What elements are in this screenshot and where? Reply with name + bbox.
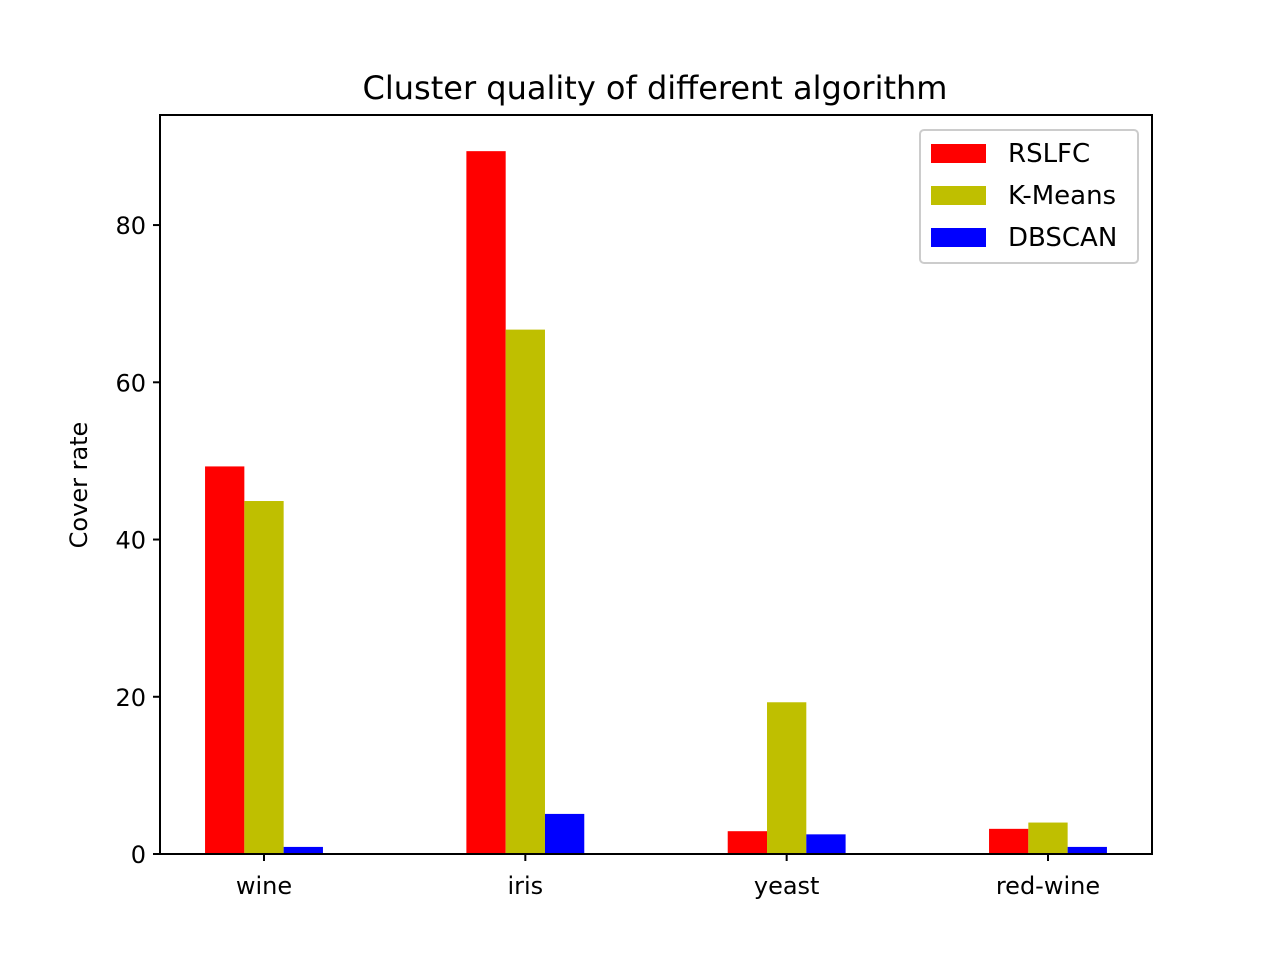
bar-rslfc-iris xyxy=(466,151,506,854)
y-tick-label: 40 xyxy=(115,527,146,555)
bar-k-means-wine xyxy=(244,501,284,854)
legend: RSLFC K-Means DBSCAN xyxy=(919,129,1139,264)
y-tick-label: 80 xyxy=(115,212,146,240)
legend-swatch-k-means xyxy=(931,186,986,205)
x-axis-ticks: wine iris yeast red-wine xyxy=(236,854,1100,900)
x-tick-label: yeast xyxy=(754,872,820,900)
chart-title: Cluster quality of different algorithm xyxy=(363,69,948,107)
legend-label-k-means: K-Means xyxy=(1008,181,1116,211)
bar-k-means-yeast xyxy=(767,702,807,854)
y-axis-ticks: 0 20 40 60 80 xyxy=(115,212,160,869)
y-tick-label: 20 xyxy=(115,684,146,712)
bar-dbscan-red-wine xyxy=(1067,846,1107,854)
bar-rslfc-wine xyxy=(205,466,245,854)
y-axis-label: Cover rate xyxy=(65,422,93,549)
bar-k-means-iris xyxy=(505,329,545,854)
bar-dbscan-yeast xyxy=(806,834,846,854)
bar-dbscan-iris xyxy=(544,813,585,854)
y-tick-label: 0 xyxy=(131,841,146,869)
x-tick-label: iris xyxy=(507,872,543,900)
y-tick-label: 60 xyxy=(115,369,146,397)
bar-rslfc-yeast xyxy=(727,831,768,854)
legend-swatch-dbscan xyxy=(931,228,986,247)
legend-label-rslfc: RSLFC xyxy=(1008,139,1090,169)
bar-rslfc-red-wine xyxy=(989,828,1029,854)
x-tick-label: wine xyxy=(236,872,292,900)
legend-swatch-rslfc xyxy=(931,144,986,163)
bar-k-means-red-wine xyxy=(1028,822,1068,854)
plot-frame xyxy=(159,114,1153,855)
x-tick-label: red-wine xyxy=(996,872,1100,900)
bars-group xyxy=(205,151,1107,854)
bar-dbscan-wine xyxy=(283,846,323,854)
legend-label-dbscan: DBSCAN xyxy=(1008,223,1117,253)
